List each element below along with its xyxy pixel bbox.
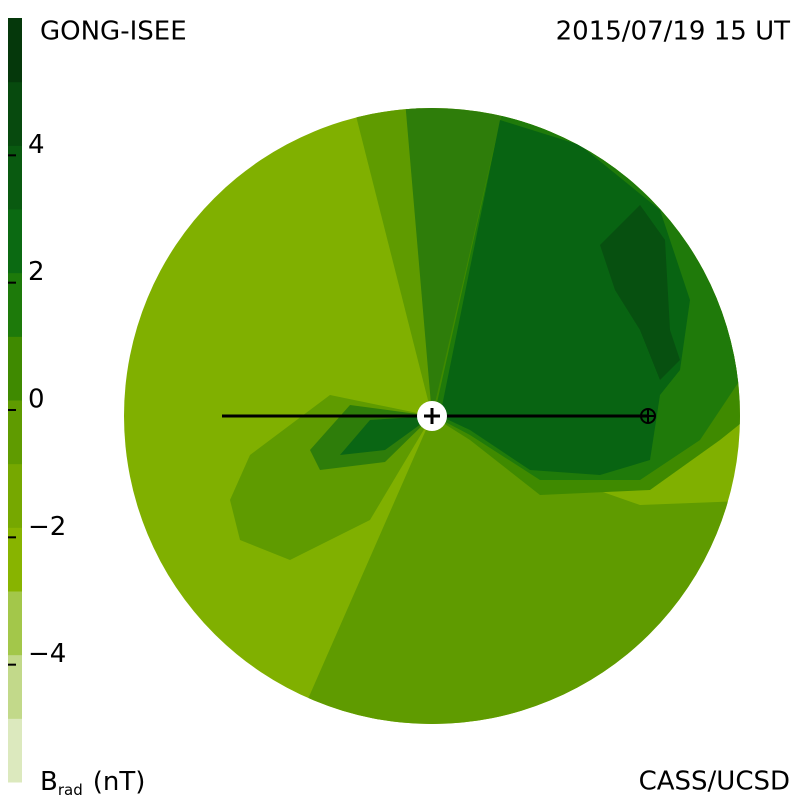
colorbar-band: [8, 336, 22, 401]
map-region: [340, 416, 432, 455]
credit-label: CASS/UCSD: [639, 767, 790, 797]
map-region: [440, 120, 690, 475]
colorbar-band: [8, 527, 22, 592]
colorbar-band: [8, 145, 22, 210]
colorbar-band: [8, 591, 22, 656]
subscript: rad: [58, 781, 83, 799]
colorbar-tick-label: −4: [28, 639, 66, 669]
colorbar-band: [8, 718, 22, 783]
field-map: [124, 108, 740, 724]
datetime-label: 2015/07/19 15 UT: [556, 17, 790, 47]
colorbar-band: [8, 400, 22, 465]
colorbar-band: [8, 18, 22, 83]
colorbar-title: Brad (nT): [40, 767, 145, 799]
colorbar-band: [8, 209, 22, 274]
symbol: B: [40, 767, 58, 797]
colorbar-tick-label: −2: [28, 512, 66, 542]
sun-cross: [424, 408, 440, 424]
colorbar-tick-label: 4: [28, 130, 45, 160]
earth-cross: [641, 409, 655, 423]
colorbar-band: [8, 463, 22, 528]
colorbar-tick-label: 2: [28, 257, 45, 287]
colorbar-band: [8, 81, 22, 146]
map-region: [600, 205, 680, 380]
colorbar-band: [8, 654, 22, 719]
source-label: GONG-ISEE: [40, 17, 187, 47]
colorbar: 4 2 0 −2 −4: [8, 18, 66, 783]
colorbar-band: [8, 272, 22, 337]
map-region: [405, 108, 510, 416]
unit: (nT): [93, 767, 146, 797]
colorbar-tick-label: 0: [28, 385, 45, 415]
